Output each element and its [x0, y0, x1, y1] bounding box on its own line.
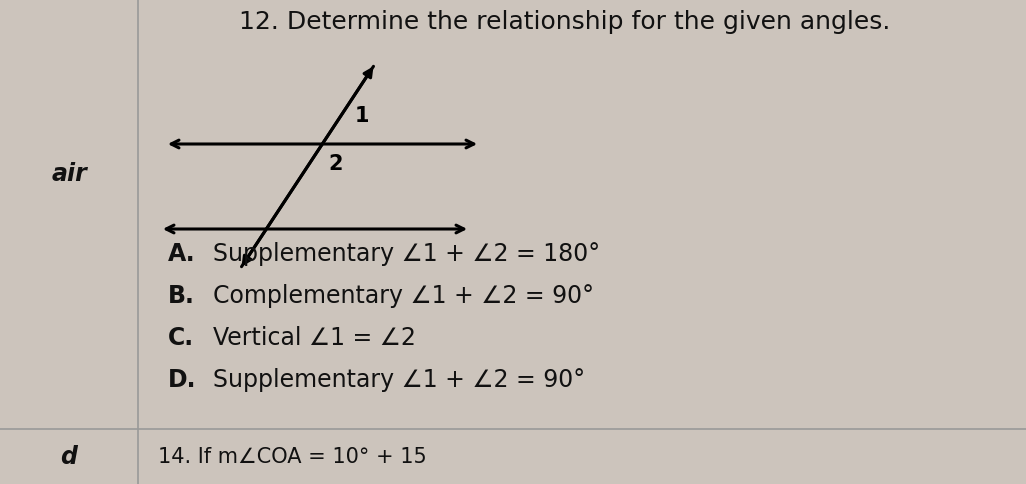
Text: D.: D. [168, 368, 197, 392]
Text: 14. If m∠COA = 10° + 15: 14. If m∠COA = 10° + 15 [158, 447, 427, 467]
Text: C.: C. [168, 326, 194, 350]
Text: B.: B. [168, 284, 195, 308]
Text: 2: 2 [328, 154, 343, 174]
Text: Vertical ∠1 = ∠2: Vertical ∠1 = ∠2 [213, 326, 416, 350]
Text: Supplementary ∠1 + ∠2 = 180°: Supplementary ∠1 + ∠2 = 180° [213, 242, 600, 266]
Text: Supplementary ∠1 + ∠2 = 90°: Supplementary ∠1 + ∠2 = 90° [213, 368, 585, 392]
Text: d: d [61, 445, 77, 469]
Text: 12. Determine the relationship for the given angles.: 12. Determine the relationship for the g… [239, 10, 890, 34]
Text: Complementary ∠1 + ∠2 = 90°: Complementary ∠1 + ∠2 = 90° [213, 284, 594, 308]
Text: air: air [51, 162, 87, 186]
Text: 1: 1 [355, 106, 369, 126]
Text: A.: A. [168, 242, 196, 266]
